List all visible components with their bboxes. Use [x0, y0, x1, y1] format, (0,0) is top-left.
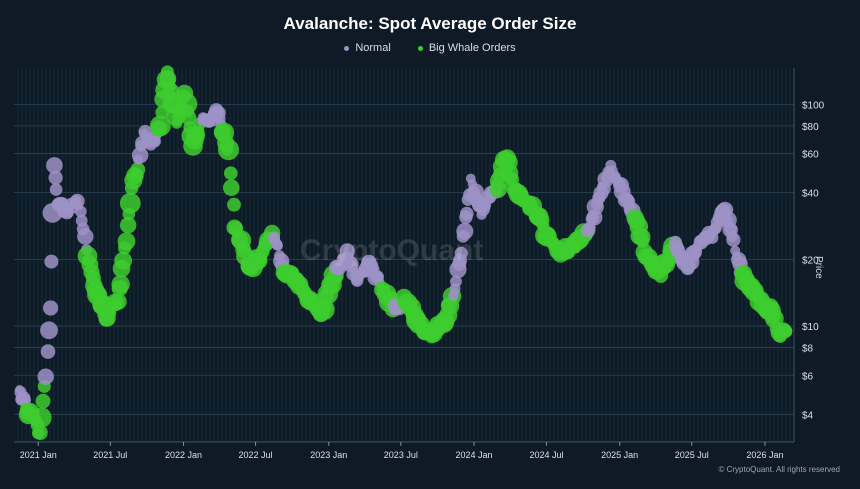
x-tick-label: 2025 Jul — [675, 450, 709, 460]
x-tick-label: 2022 Jan — [165, 450, 202, 460]
x-tick-label: 2021 Jul — [93, 450, 127, 460]
copyright-notice: © CryptoQuant. All rights reserved — [718, 465, 841, 474]
marker-normal — [43, 300, 59, 316]
marker-normal — [460, 206, 474, 221]
legend-item-big-whale-orders[interactable]: Big Whale Orders — [417, 42, 516, 54]
x-tick-label: 2023 Jan — [310, 450, 347, 460]
marker-normal — [450, 275, 462, 288]
legend-item-normal[interactable]: Normal — [344, 42, 391, 54]
y-tick-label: $20 — [802, 255, 819, 266]
x-tick-label: 2025 Jan — [601, 450, 638, 460]
marker-big-whale — [223, 179, 240, 196]
marker-big-whale — [32, 425, 48, 441]
marker-big-whale — [227, 197, 241, 212]
marker-normal — [44, 254, 59, 269]
legend-label-normal: Normal — [355, 42, 391, 54]
y-tick-label: $8 — [802, 344, 814, 355]
marker-big-whale — [218, 139, 239, 161]
marker-big-whale — [114, 251, 132, 270]
x-tick-label: 2024 Jul — [529, 450, 563, 460]
y-tick-label: $4 — [802, 410, 814, 421]
marker-normal — [456, 222, 474, 240]
chart-legend: Normal Big Whale Orders — [0, 42, 860, 54]
marker-big-whale — [117, 232, 136, 251]
y-axis-title: Price — [813, 256, 824, 279]
marker-normal — [40, 321, 58, 340]
y-tick-label: $10 — [802, 322, 819, 333]
marker-normal — [454, 246, 468, 260]
marker-normal — [74, 205, 87, 218]
legend-swatch-normal — [344, 45, 350, 51]
marker-big-whale — [150, 115, 171, 137]
marker-big-whale — [119, 192, 141, 214]
marker-normal — [40, 344, 56, 359]
legend-label-big-whale-orders: Big Whale Orders — [428, 42, 516, 54]
x-tick-label: 2026 Jan — [746, 450, 783, 460]
marker-normal — [37, 368, 54, 385]
marker-big-whale — [120, 217, 137, 234]
marker-normal — [673, 242, 684, 252]
marker-normal — [49, 183, 63, 196]
marker-normal — [46, 157, 63, 174]
legend-swatch-big-whale-orders — [417, 45, 423, 51]
chart-title: Avalanche: Spot Average Order Size — [283, 14, 577, 33]
y-tick-label: $6 — [802, 371, 814, 382]
marker-normal — [131, 146, 149, 164]
x-tick-label: 2024 Jan — [456, 450, 493, 460]
y-tick-label: $60 — [802, 150, 819, 161]
y-tick-label: $100 — [802, 100, 825, 111]
marker-big-whale — [35, 393, 51, 409]
marker-normal — [726, 232, 741, 247]
x-tick-label: 2021 Jan — [20, 450, 57, 460]
y-tick-label: $80 — [802, 122, 819, 133]
marker-big-whale — [779, 324, 793, 338]
marker-big-whale — [110, 293, 127, 310]
marker-normal — [48, 170, 63, 185]
x-tick-label: 2023 Jul — [384, 450, 418, 460]
marker-big-whale — [31, 407, 52, 428]
marker-normal — [272, 240, 283, 251]
marker-big-whale — [111, 275, 130, 294]
x-tick-label: 2022 Jul — [239, 450, 273, 460]
marker-normal — [77, 228, 94, 245]
y-tick-label: $40 — [802, 189, 819, 200]
marker-big-whale — [224, 166, 238, 180]
watermark: CryptoQuant — [300, 234, 484, 267]
marker-big-whale — [130, 162, 146, 178]
